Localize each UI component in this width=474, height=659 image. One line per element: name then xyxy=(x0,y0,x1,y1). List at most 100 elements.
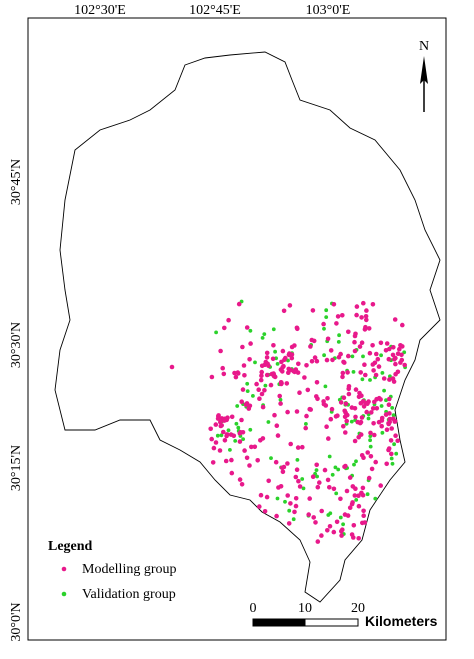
sample-point xyxy=(354,304,360,309)
sample-point xyxy=(354,498,359,502)
sample-point xyxy=(338,515,343,520)
sample-point xyxy=(253,360,257,365)
legend-label: Modelling group xyxy=(82,562,177,577)
sample-point xyxy=(393,355,398,361)
sample-point xyxy=(260,404,266,410)
sample-point xyxy=(280,469,286,475)
sample-point xyxy=(302,375,307,380)
sample-point xyxy=(278,380,284,385)
sample-point xyxy=(254,381,259,387)
sample-point xyxy=(307,496,313,501)
sample-point xyxy=(247,357,252,362)
sample-point xyxy=(251,394,255,398)
sample-point xyxy=(169,364,175,370)
sample-point xyxy=(360,377,365,382)
sample-point xyxy=(321,399,326,404)
sample-point xyxy=(378,340,384,346)
sample-point xyxy=(370,343,375,348)
graticule-labels: 102°30'E 102°45'E 103°0'E 30°45'N 30°30'N 30°… xyxy=(9,3,350,642)
sample-point xyxy=(238,430,243,435)
sample-point xyxy=(392,442,396,447)
sample-point xyxy=(307,406,313,412)
sample-point xyxy=(334,519,340,525)
sample-point xyxy=(218,348,223,354)
legend-items: Modelling group Validation group xyxy=(61,562,177,602)
sample-point xyxy=(363,314,369,319)
sample-point xyxy=(331,486,337,492)
sample-point xyxy=(262,388,267,393)
sample-point xyxy=(249,444,254,450)
sample-point xyxy=(264,494,270,500)
sample-point xyxy=(339,529,344,534)
sample-point xyxy=(237,439,243,444)
sample-point xyxy=(392,317,398,322)
sample-point xyxy=(343,401,349,407)
sample-point xyxy=(366,416,371,421)
sample-point xyxy=(387,396,392,402)
sample-point xyxy=(338,351,343,357)
legend-title: Legend xyxy=(48,539,93,554)
sample-point xyxy=(345,513,351,518)
sample-point xyxy=(402,350,407,355)
sample-point xyxy=(241,437,246,441)
sample-point xyxy=(382,388,386,393)
sample-point xyxy=(242,373,247,378)
sample-point xyxy=(400,322,405,328)
sample-point xyxy=(342,414,348,420)
sample-point xyxy=(374,406,380,411)
sample-point xyxy=(334,491,339,496)
sample-point xyxy=(366,326,372,331)
sample-point xyxy=(358,432,364,437)
sample-point xyxy=(245,381,250,386)
sample-point xyxy=(384,461,390,467)
sample-point xyxy=(376,419,382,425)
scale-tick-label: 20 xyxy=(351,601,365,616)
scale-segment xyxy=(252,618,306,627)
sample-point xyxy=(379,353,383,358)
sample-point xyxy=(358,370,364,375)
legend-marker xyxy=(61,566,67,572)
sample-point xyxy=(351,370,356,374)
sample-point xyxy=(389,451,394,457)
sample-point xyxy=(222,438,228,443)
sample-point xyxy=(288,501,293,506)
sample-point xyxy=(384,341,390,346)
sample-point xyxy=(384,427,390,433)
sample-point xyxy=(390,461,395,466)
sample-point xyxy=(387,377,392,382)
sample-point xyxy=(260,436,266,441)
sample-point xyxy=(287,303,293,308)
sample-point xyxy=(323,384,328,389)
sample-point xyxy=(326,436,331,441)
sample-point xyxy=(280,365,286,370)
sample-point xyxy=(324,424,329,430)
sample-point xyxy=(359,340,365,346)
sample-point xyxy=(304,413,309,419)
sample-point xyxy=(240,344,245,350)
sample-point xyxy=(218,419,223,425)
sample-point xyxy=(235,404,240,408)
sample-point xyxy=(347,475,353,480)
sample-point xyxy=(383,348,389,353)
latitude-label: 30°0'N xyxy=(9,602,24,641)
sample-point xyxy=(361,513,367,518)
sample-point xyxy=(217,448,223,453)
sample-point xyxy=(370,302,376,307)
sample-point xyxy=(380,430,385,435)
sample-point xyxy=(274,423,280,429)
sample-point xyxy=(244,325,250,330)
sample-point xyxy=(381,376,387,381)
sample-point xyxy=(352,348,358,354)
sample-point xyxy=(356,493,361,499)
sample-point xyxy=(275,362,280,366)
sample-point xyxy=(338,400,344,405)
sample-point xyxy=(352,406,358,411)
sample-point xyxy=(239,399,244,405)
sample-point xyxy=(371,421,376,426)
sample-point xyxy=(315,539,321,544)
sample-point xyxy=(329,406,335,412)
sample-point xyxy=(343,410,348,415)
sample-point xyxy=(359,315,364,320)
sample-point xyxy=(364,317,369,323)
sample-point xyxy=(247,463,252,468)
